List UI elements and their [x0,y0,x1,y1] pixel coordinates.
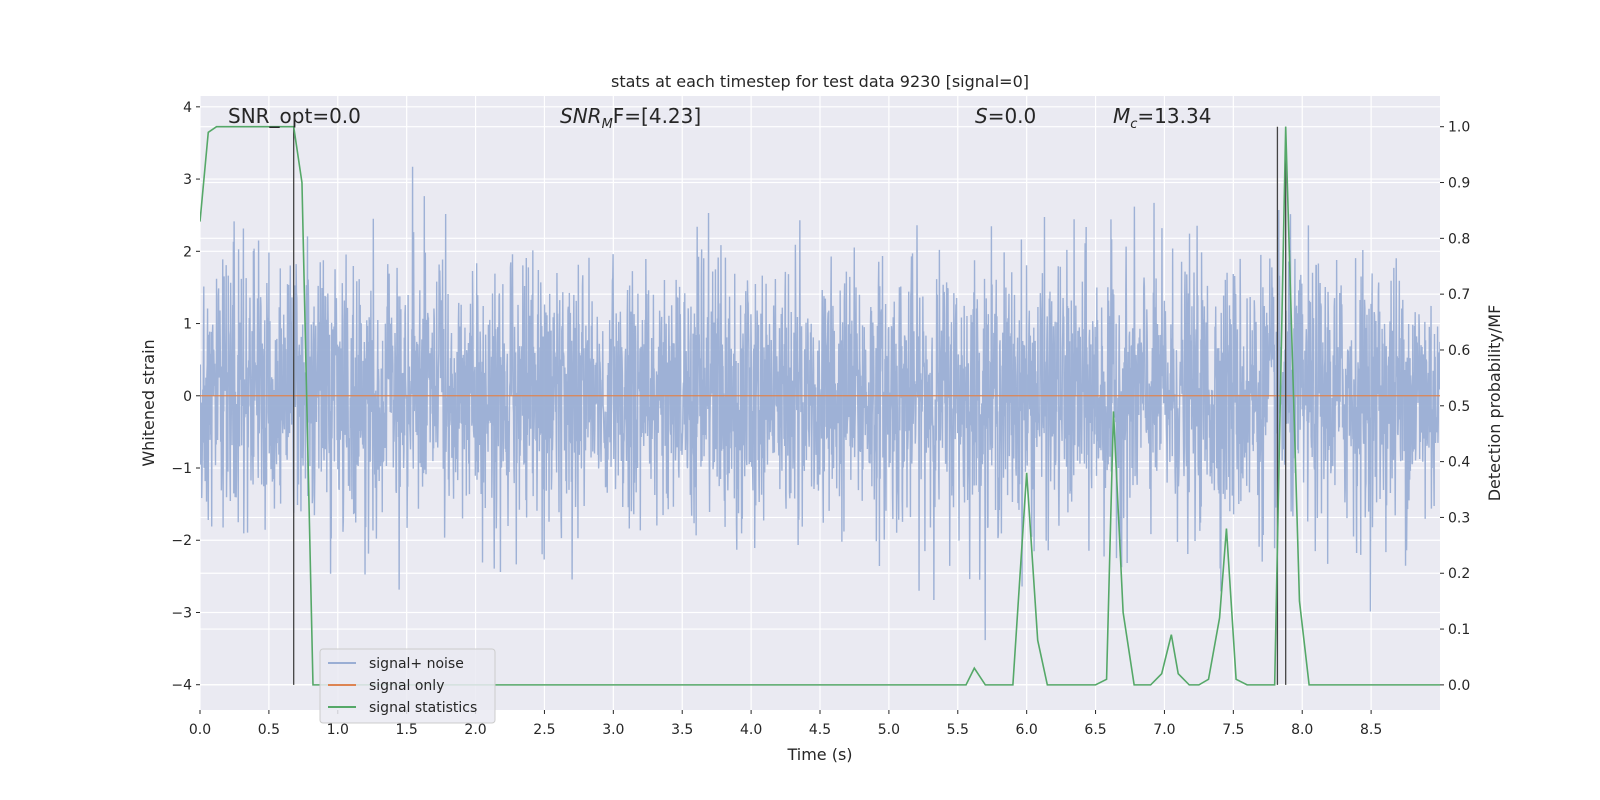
x-tick-label: 7.5 [1222,722,1244,738]
right-tick-label: 1.0 [1448,120,1470,136]
annotation-snr-mf-value: F=[4.23] [613,104,701,128]
left-tick-label: −4 [171,678,192,694]
x-tick-label: 8.0 [1291,722,1313,738]
annotation-snr-mf-base: SNR [560,104,602,128]
right-tick-label: 0.4 [1448,455,1470,471]
legend-label-signal-only: signal only [369,678,444,694]
x-axis-label: Time (s) [786,745,852,764]
right-tick-label: 0.2 [1448,566,1470,582]
x-tick-label: 0.0 [189,722,211,738]
x-tick-label: 2.5 [533,722,555,738]
annotation-snr-mf: SNRMF=[4.23] [560,104,701,132]
left-tick-label: −2 [171,533,192,549]
right-tick-label: 0.5 [1448,399,1470,415]
x-tick-label: 2.0 [464,722,486,738]
left-axis-label: Whitened strain [139,339,158,466]
legend-label-noise: signal+ noise [369,656,464,672]
x-tick-label: 1.5 [396,722,418,738]
right-tick-label: 0.0 [1448,678,1470,694]
x-tick-label: 3.5 [671,722,693,738]
x-tick-label: 8.5 [1360,722,1382,738]
x-tick-label: 4.0 [740,722,762,738]
left-tick-label: −1 [171,461,192,477]
legend-box [319,648,496,724]
x-tick-label: 0.5 [258,722,280,738]
right-tick-label: 0.3 [1448,510,1470,526]
left-axis-ticks: −4 −3 −2 −1 0 1 2 3 4 [171,100,200,694]
x-tick-label: 5.5 [947,722,969,738]
left-tick-label: 3 [183,172,192,188]
right-tick-label: 0.9 [1448,176,1470,192]
left-tick-label: 2 [183,244,192,260]
vertical-markers [293,126,1287,685]
legend: signal+ noise signal only signal statist… [319,648,496,724]
left-tick-label: 4 [183,100,192,116]
chart-title: stats at each timestep for test data 923… [611,72,1029,91]
annotation-mc: Mc=13.34 [1113,104,1211,132]
legend-label-statistics: signal statistics [369,700,477,716]
annotation-s-symbol: S [975,104,988,128]
right-tick-label: 0.6 [1448,343,1470,359]
x-tick-label: 6.0 [1016,722,1038,738]
annotation-mc-symbol: M [1113,104,1130,128]
annotation-s: S=0.0 [975,104,1036,128]
annotation-snr-mf-sub: M [602,117,613,132]
annotation-s-value: =0.0 [988,104,1037,128]
x-tick-label: 6.5 [1084,722,1106,738]
x-tick-label: 7.0 [1153,722,1175,738]
right-axis-label: Detection probability/MF [1485,305,1504,502]
left-tick-label: 1 [183,317,192,333]
right-tick-label: 0.7 [1448,287,1470,303]
x-axis-ticks: 0.0 0.5 1.0 1.5 2.0 2.5 3.0 3.5 4.0 4.5 5.0 5.5 6.0 6… [189,710,1382,738]
right-tick-label: 0.1 [1448,622,1470,638]
left-tick-label: 0 [183,389,192,405]
right-axis-ticks: 0.0 0.1 0.2 0.3 0.4 0.5 0.6 0.7 0.8 0.9 1.0 [1440,120,1470,694]
annotation-snr-opt: SNR_opt=0.0 [228,104,361,128]
series-signal-statistics [200,125,1440,686]
x-tick-label: 3.0 [602,722,624,738]
x-tick-label: 1.0 [327,722,349,738]
x-tick-label: 5.0 [878,722,900,738]
left-tick-label: −3 [171,605,192,621]
annotation-mc-sub: c [1130,117,1137,132]
annotation-mc-value: =13.34 [1137,104,1211,128]
x-tick-label: 4.5 [809,722,831,738]
right-tick-label: 0.8 [1448,231,1470,247]
